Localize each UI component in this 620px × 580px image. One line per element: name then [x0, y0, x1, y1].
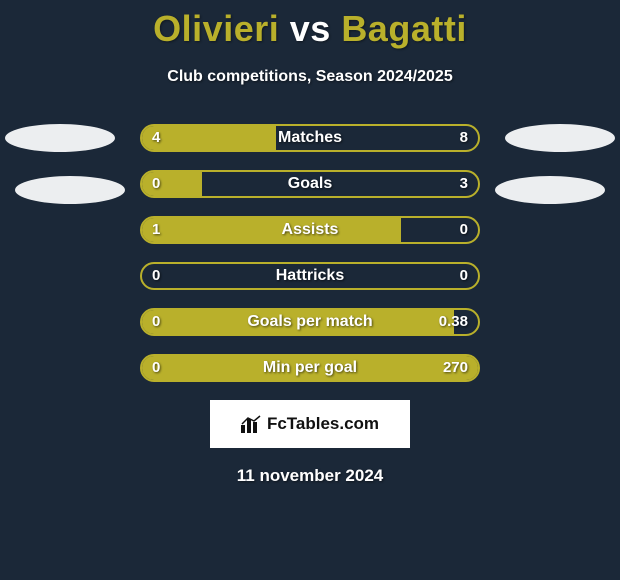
stat-bar-track: 10Assists [140, 216, 480, 244]
stat-bar-track: 00.38Goals per match [140, 308, 480, 336]
stat-row: 00.38Goals per match [0, 308, 620, 336]
stat-bar-track: 03Goals [140, 170, 480, 198]
stat-right-value: 3 [460, 172, 468, 196]
stat-bar-fill-left [142, 172, 202, 196]
branding-text: FcTables.com [267, 414, 379, 434]
stat-bar-track: 0 0Hattricks [140, 262, 480, 290]
subtitle: Club competitions, Season 2024/2025 [0, 68, 620, 86]
stat-bar-fill-left [142, 356, 478, 380]
stat-rows-group: 48Matches03Goals10Assists00Hattricks00.3… [0, 124, 620, 382]
stat-bar-track: 48Matches [140, 124, 480, 152]
stat-right-value: 0 [460, 218, 468, 242]
vs-separator: vs [290, 8, 331, 49]
bar-chart-icon [241, 415, 261, 433]
stat-bar-track: 0270Min per goal [140, 354, 480, 382]
stat-right-value: 8 [460, 126, 468, 150]
stat-bar-fill-left [142, 310, 454, 334]
player-right-name: Bagatti [341, 8, 467, 49]
stat-row: 0 0Hattricks [0, 262, 620, 290]
footer-date: 11 november 2024 [0, 466, 620, 486]
branding-box: FcTables.com [210, 400, 410, 448]
stat-right-value: 0 [460, 264, 468, 288]
stat-bar-fill-left [142, 126, 276, 150]
stat-bar-fill-left [142, 218, 401, 242]
stat-row: 10Assists [0, 216, 620, 244]
stat-left-value: 0 [152, 264, 160, 288]
stat-row: 0270Min per goal [0, 354, 620, 382]
comparison-chart: 48Matches03Goals10Assists00Hattricks00.3… [0, 124, 620, 382]
stat-row: 48Matches [0, 124, 620, 152]
stat-label: Hattricks [142, 264, 478, 288]
page-title: Olivieri vs Bagatti [0, 0, 620, 50]
stat-row: 03Goals [0, 170, 620, 198]
player-left-name: Olivieri [153, 8, 279, 49]
